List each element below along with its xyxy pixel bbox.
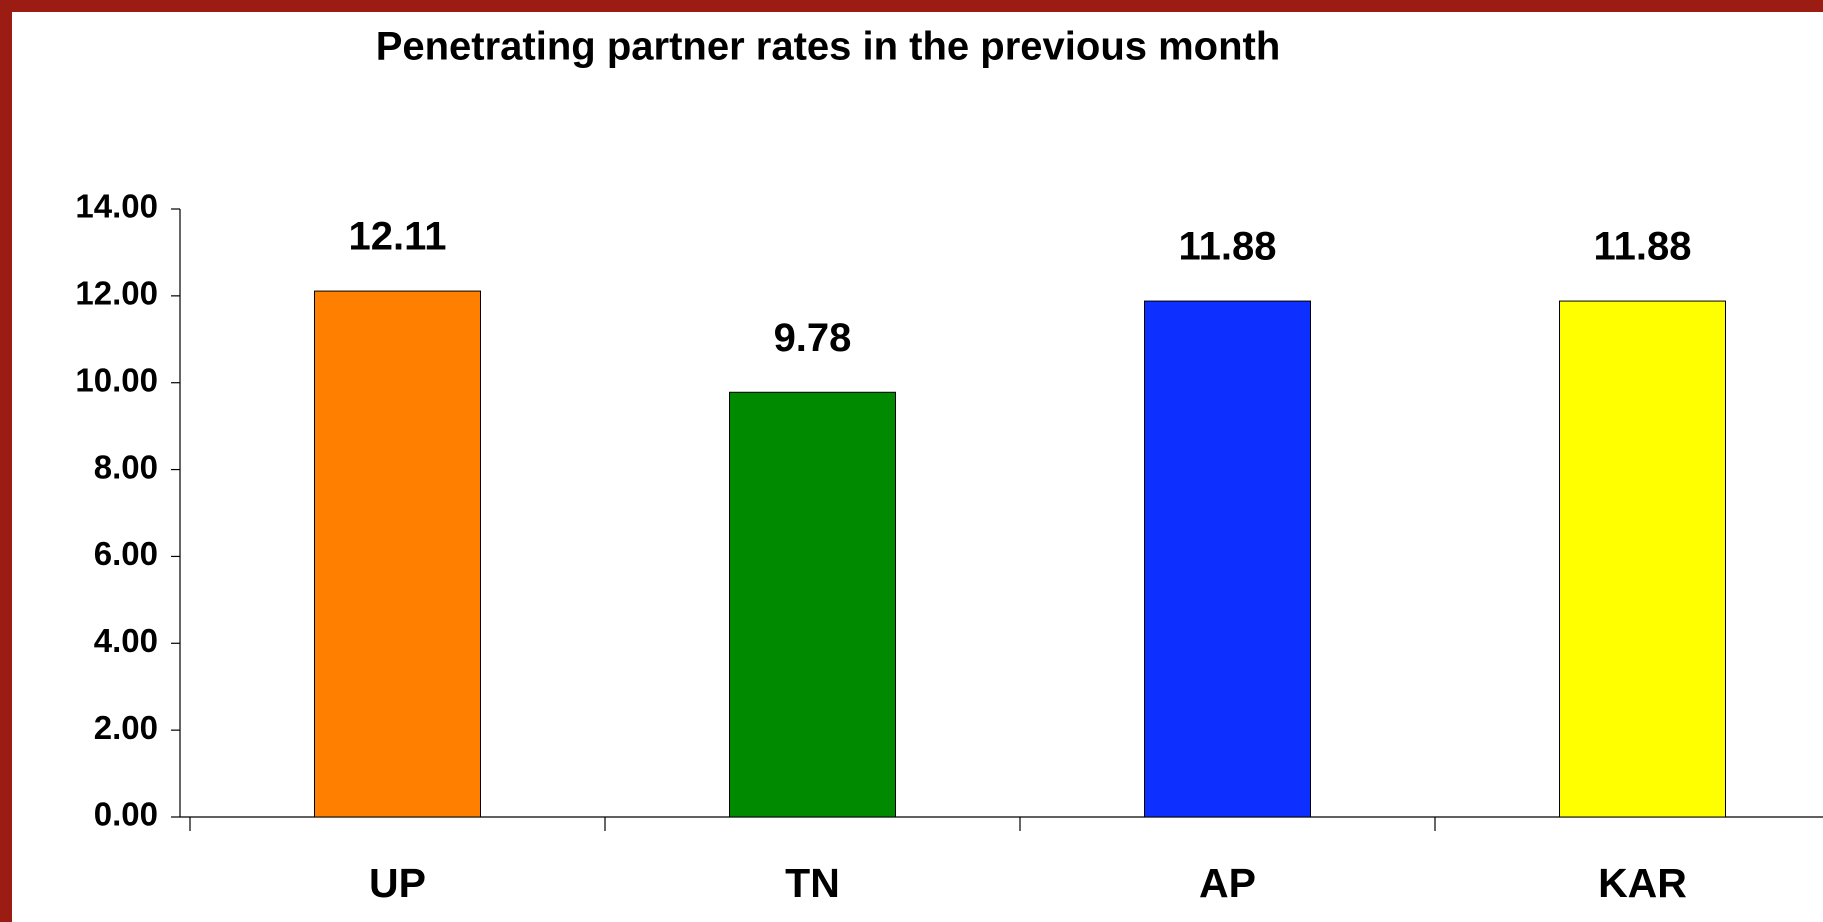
data-label: 11.88 [1179,225,1277,269]
y-tick-label: 4.00 [94,622,158,659]
y-tick-label: 12.00 [75,275,158,312]
y-tick-label: 2.00 [94,709,158,746]
data-label: 9.78 [774,316,852,360]
y-tick-label: 6.00 [94,535,158,572]
bar [1559,300,1726,818]
y-tick-label: 0.00 [94,796,158,833]
data-label: 11.88 [1594,225,1692,269]
data-label: 12.11 [349,215,447,259]
chart-title: Penetrating partner rates in the previou… [376,25,1281,69]
bar [314,290,481,818]
chart-area [12,12,1823,922]
x-tick-label: KAR [1598,860,1687,906]
y-tick-label: 10.00 [75,361,158,398]
x-tick-label: UP [369,860,426,906]
x-tick-label: TN [785,860,840,906]
bar [1144,300,1311,818]
x-tick-label: AP [1199,860,1256,906]
bar [729,391,896,818]
y-tick-label: 8.00 [94,448,158,485]
y-tick-label: 14.00 [75,188,158,225]
